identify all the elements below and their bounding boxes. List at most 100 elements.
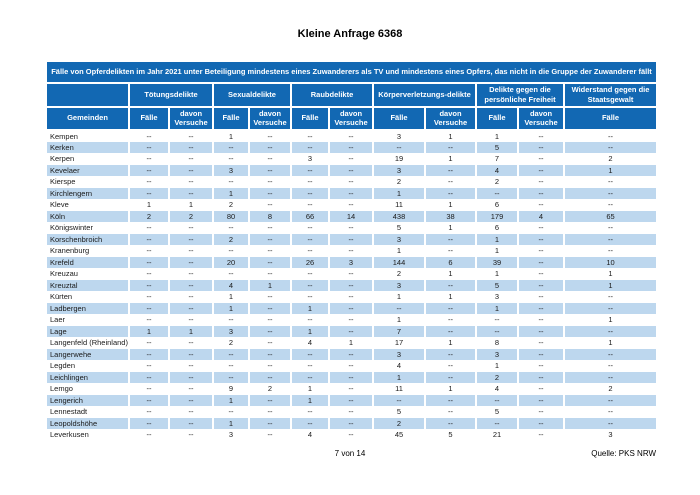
value-cell: 2 <box>248 383 292 395</box>
value-cell: -- <box>168 417 214 429</box>
column-header-freiheit-faelle: Fälle <box>475 105 519 131</box>
value-cell: -- <box>517 141 565 153</box>
value-cell: 1 <box>128 199 170 211</box>
value-cell: -- <box>372 394 426 406</box>
value-cell: -- <box>424 348 477 360</box>
value-cell: 1 <box>128 325 170 337</box>
gemeinde-name: Königswinter <box>45 222 130 234</box>
gemeinde-name: Kranenburg <box>45 245 130 257</box>
value-cell: -- <box>424 314 477 326</box>
value-cell: -- <box>128 164 170 176</box>
value-cell: -- <box>424 164 477 176</box>
value-cell: -- <box>562 348 659 360</box>
value-cell: -- <box>168 268 214 280</box>
value-cell: 1 <box>424 199 477 211</box>
value-cell: -- <box>328 141 374 153</box>
value-cell: -- <box>517 233 565 245</box>
value-cell: 1 <box>424 337 477 349</box>
value-cell: 3 <box>212 325 250 337</box>
gemeinde-name: Langenfeld (Rheinland) <box>45 337 130 349</box>
gemeinde-name: Krefeld <box>45 256 130 268</box>
value-cell: -- <box>562 302 659 314</box>
value-cell: -- <box>328 153 374 165</box>
table-body: Kempen -- -- 1 -- -- -- 3 1 1 -- -- Kerk… <box>45 130 659 441</box>
value-cell: 3 <box>212 164 250 176</box>
victim-offence-table: Fälle von Opferdelikten im Jahr 2021 unt… <box>44 60 659 441</box>
table-row: Kerpen -- -- -- -- 3 -- 19 1 7 -- 2 <box>45 153 659 165</box>
value-cell: -- <box>328 360 374 372</box>
value-cell: 17 <box>372 337 426 349</box>
value-cell: -- <box>328 406 374 418</box>
value-cell: -- <box>517 371 565 383</box>
value-cell: 1 <box>212 291 250 303</box>
table-row: Leverkusen -- -- 3 -- 4 -- 45 5 21 -- 3 <box>45 429 659 441</box>
table-row: Leopoldshöhe -- -- 1 -- -- -- 2 -- -- --… <box>45 417 659 429</box>
group-header-delikte-persoenliche-freiheit: Delikte gegen die persönliche Freiheit <box>475 82 565 108</box>
value-cell: -- <box>168 176 214 188</box>
gemeinden-header-spacer <box>45 82 130 108</box>
group-header-raubdelikte: Raubdelikte <box>290 82 374 108</box>
value-cell: 5 <box>475 406 519 418</box>
value-cell: -- <box>248 337 292 349</box>
value-cell: -- <box>248 268 292 280</box>
value-cell: -- <box>290 417 330 429</box>
value-cell: -- <box>212 141 250 153</box>
value-cell: -- <box>517 348 565 360</box>
table-row: Lage 1 1 3 -- 1 -- 7 -- -- -- -- <box>45 325 659 337</box>
value-cell: 4 <box>475 383 519 395</box>
value-cell: -- <box>128 153 170 165</box>
value-cell: -- <box>290 268 330 280</box>
value-cell: 1 <box>168 199 214 211</box>
value-cell: -- <box>328 199 374 211</box>
value-cell: -- <box>248 394 292 406</box>
value-cell: -- <box>517 325 565 337</box>
value-cell: 11 <box>372 199 426 211</box>
value-cell: -- <box>168 164 214 176</box>
value-cell: 2 <box>212 337 250 349</box>
value-cell: -- <box>424 141 477 153</box>
value-cell: -- <box>248 187 292 199</box>
value-cell: -- <box>290 291 330 303</box>
value-cell: -- <box>168 314 214 326</box>
value-cell: -- <box>168 302 214 314</box>
value-cell: -- <box>128 314 170 326</box>
value-cell: -- <box>475 314 519 326</box>
value-cell: -- <box>212 176 250 188</box>
table-row: Köln 2 2 80 8 66 14 438 38 179 4 65 <box>45 210 659 222</box>
table-row: Lengerich -- -- 1 -- 1 -- -- -- -- -- -- <box>45 394 659 406</box>
group-header-sexualdelikte: Sexualdelikte <box>212 82 292 108</box>
value-cell: -- <box>212 360 250 372</box>
value-cell: -- <box>328 291 374 303</box>
value-cell: -- <box>128 371 170 383</box>
value-cell: 3 <box>290 153 330 165</box>
value-cell: -- <box>517 302 565 314</box>
value-cell: 1 <box>475 302 519 314</box>
value-cell: 4 <box>475 164 519 176</box>
value-cell: -- <box>328 394 374 406</box>
value-cell: -- <box>248 164 292 176</box>
value-cell: -- <box>128 302 170 314</box>
table-row: Laer -- -- -- -- -- -- 1 -- -- -- 1 <box>45 314 659 326</box>
value-cell: 65 <box>562 210 659 222</box>
value-cell: 1 <box>475 268 519 280</box>
value-cell: -- <box>424 279 477 291</box>
column-header-toetung-versuche: davon Versuche <box>168 105 214 131</box>
table-row: Kürten -- -- 1 -- -- -- 1 1 3 -- -- <box>45 291 659 303</box>
value-cell: -- <box>168 256 214 268</box>
table-row: Krefeld -- -- 20 -- 26 3 144 6 39 -- 10 <box>45 256 659 268</box>
value-cell: 1 <box>212 394 250 406</box>
table-row: Kerken -- -- -- -- -- -- -- -- 5 -- -- <box>45 141 659 153</box>
gemeinde-name: Kleve <box>45 199 130 211</box>
value-cell: -- <box>290 314 330 326</box>
value-cell: -- <box>290 164 330 176</box>
group-header-row: Tötungsdelikte Sexualdelikte Raubdelikte… <box>45 82 659 108</box>
value-cell: -- <box>248 199 292 211</box>
table-row: Kleve 1 1 2 -- -- -- 11 1 6 -- -- <box>45 199 659 211</box>
value-cell: -- <box>562 406 659 418</box>
value-cell: -- <box>562 187 659 199</box>
group-header-koerperverletzungsdelikte: Körperverletzungs-delikte <box>372 82 477 108</box>
value-cell: -- <box>168 383 214 395</box>
value-cell: -- <box>562 233 659 245</box>
value-cell: -- <box>290 233 330 245</box>
value-cell: -- <box>562 222 659 234</box>
